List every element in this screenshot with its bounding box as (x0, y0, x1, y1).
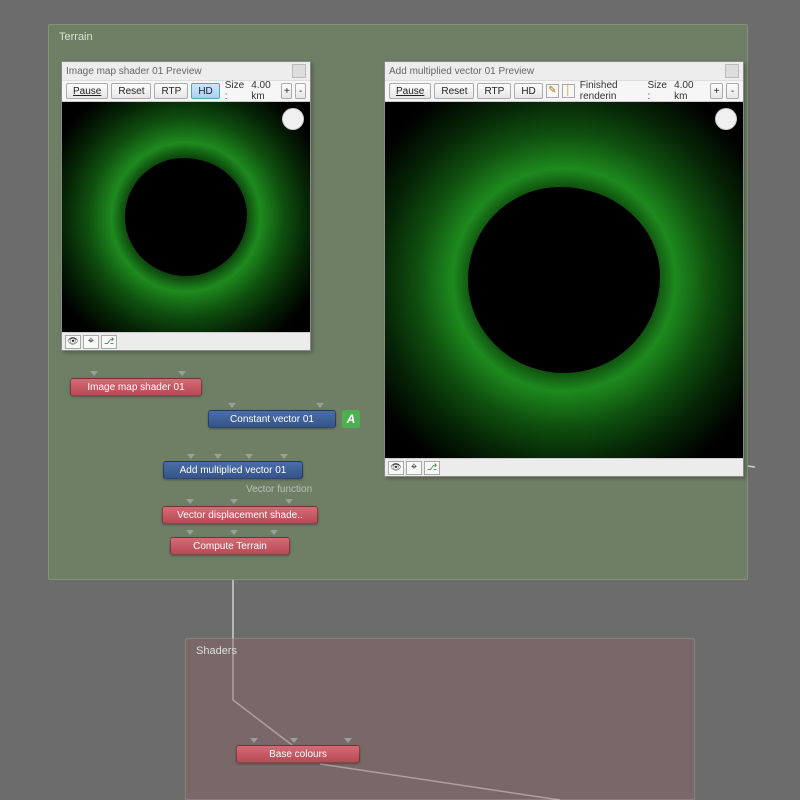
port-in-icon[interactable] (230, 530, 238, 535)
terrain-blob (125, 158, 247, 276)
terrain-panel-title: Terrain (57, 29, 739, 49)
port-in-icon[interactable] (230, 499, 238, 504)
target-icon[interactable] (83, 335, 99, 349)
size-value: 4.00 km (249, 80, 275, 102)
preview-right-footbar (385, 458, 743, 476)
port-in-icon[interactable] (245, 454, 253, 459)
reset-button[interactable]: Reset (111, 83, 151, 99)
terrain-panel: Terrain Image map shader 01 Preview Paus… (48, 24, 748, 580)
eye-icon[interactable] (388, 461, 404, 475)
close-icon[interactable] (292, 64, 306, 78)
port-in-icon[interactable] (214, 454, 222, 459)
port-in-icon[interactable] (186, 530, 194, 535)
hd-button[interactable]: HD (514, 83, 542, 99)
tree-icon[interactable] (424, 461, 440, 475)
preview-right-title: Add multiplied vector 01 Preview (389, 66, 534, 77)
node-label: Base colours (269, 749, 327, 760)
tree-icon[interactable] (101, 335, 117, 349)
size-label: Size : (223, 80, 246, 102)
shaders-panel-title: Shaders (194, 643, 686, 663)
preview-left-title: Image map shader 01 Preview (66, 66, 202, 77)
node-label: Image map shader 01 (87, 382, 184, 393)
node-add-multiplied-vector[interactable]: Add multiplied vector 01 (163, 461, 303, 479)
zoom-out-button[interactable]: - (726, 83, 739, 99)
node-label: Add multiplied vector 01 (180, 465, 287, 476)
node-constant-vector[interactable]: Constant vector 01 (208, 410, 336, 428)
preview-right-titlebar[interactable]: Add multiplied vector 01 Preview (385, 62, 743, 80)
preview-window-left: Image map shader 01 Preview Pause Reset … (61, 61, 311, 351)
preview-left-viewport[interactable] (62, 102, 310, 332)
target-icon[interactable] (406, 461, 422, 475)
animation-badge[interactable]: A (342, 410, 360, 428)
size-value: 4.00 km (672, 80, 704, 102)
port-in-icon[interactable] (228, 403, 236, 408)
port-in-icon[interactable] (250, 738, 258, 743)
port-in-icon[interactable] (316, 403, 324, 408)
node-compute-terrain[interactable]: Compute Terrain (170, 537, 290, 555)
render-status: Finished renderin (578, 80, 643, 102)
compass-icon[interactable] (715, 108, 737, 130)
connection-label: Vector function (246, 484, 312, 495)
preview-left-footbar (62, 332, 310, 350)
port-in-icon[interactable] (285, 499, 293, 504)
port-in-icon[interactable] (186, 499, 194, 504)
zoom-out-button[interactable]: - (295, 83, 306, 99)
zoom-in-button[interactable]: + (281, 83, 292, 99)
pause-button[interactable]: Pause (389, 83, 431, 99)
port-in-icon[interactable] (344, 738, 352, 743)
port-in-icon[interactable] (178, 371, 186, 376)
port-in-icon[interactable] (290, 738, 298, 743)
node-base-colours[interactable]: Base colours (236, 745, 360, 763)
pause-label: Pause (73, 86, 101, 97)
compass-icon[interactable] (282, 108, 304, 130)
port-in-icon[interactable] (270, 530, 278, 535)
node-vector-displacement[interactable]: Vector displacement shade.. (162, 506, 318, 524)
preview-window-right: Add multiplied vector 01 Preview Pause R… (384, 61, 744, 477)
preview-right-viewport[interactable] (385, 102, 743, 458)
node-label: Compute Terrain (193, 541, 267, 552)
node-label: Vector displacement shade.. (177, 510, 303, 521)
node-label: Constant vector 01 (230, 414, 314, 425)
terrain-blob (468, 187, 660, 373)
reset-button[interactable]: Reset (434, 83, 474, 99)
shaders-panel: Shaders (185, 638, 695, 800)
port-in-icon[interactable] (280, 454, 288, 459)
node-image-map-shader[interactable]: Image map shader 01 (70, 378, 202, 396)
preview-left-titlebar[interactable]: Image map shader 01 Preview (62, 62, 310, 80)
close-icon[interactable] (725, 64, 739, 78)
pen-icon[interactable] (546, 84, 559, 98)
preview-right-toolbar: Pause Reset RTP HD Finished renderin Siz… (385, 80, 743, 102)
size-label: Size : (645, 80, 669, 102)
eye-icon[interactable] (65, 335, 81, 349)
rtp-button[interactable]: RTP (154, 83, 188, 99)
hd-button[interactable]: HD (191, 83, 219, 99)
port-in-icon[interactable] (187, 454, 195, 459)
pause-label: Pause (396, 86, 424, 97)
port-in-icon[interactable] (90, 371, 98, 376)
preview-left-toolbar: Pause Reset RTP HD Size : 4.00 km + - (62, 80, 310, 102)
wand-icon[interactable] (562, 84, 575, 98)
pause-button[interactable]: Pause (66, 83, 108, 99)
zoom-in-button[interactable]: + (710, 83, 723, 99)
rtp-button[interactable]: RTP (477, 83, 511, 99)
